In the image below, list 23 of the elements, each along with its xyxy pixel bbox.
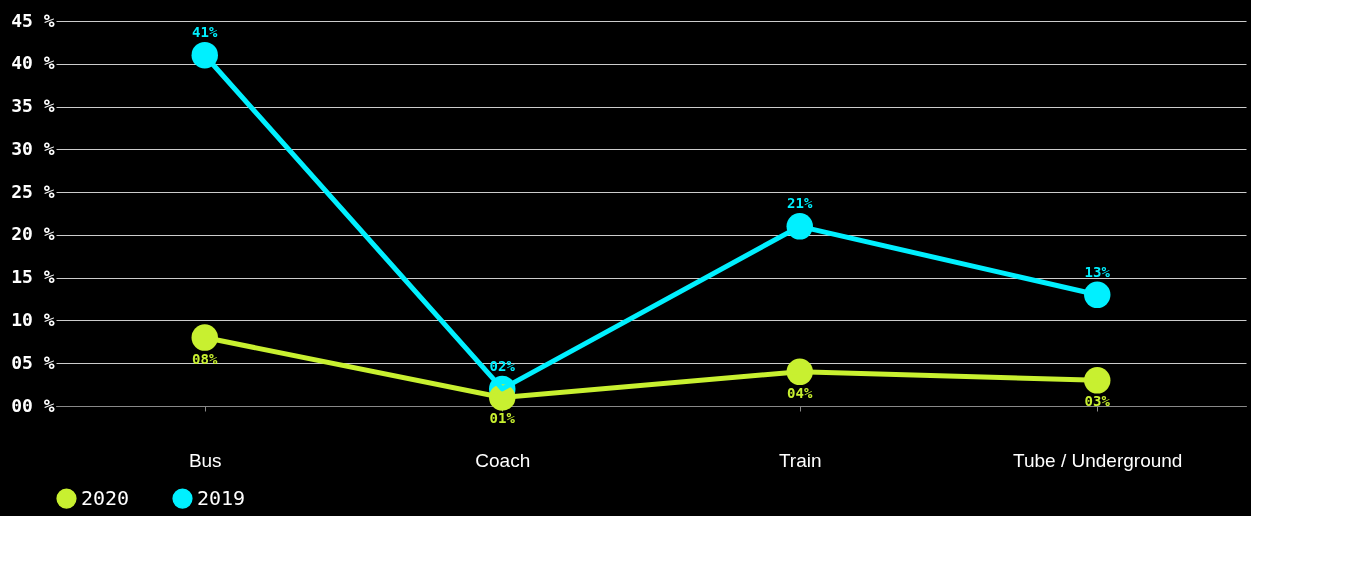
y-tick-label: 10 % [11,308,55,330]
x-tick-label: Tube / Underground [1013,449,1183,471]
data-label: 13% [1084,263,1111,280]
y-tick-label: 45 % [11,9,55,31]
x-tick-label: Train [778,449,822,471]
y-tick-label: 15 % [11,266,55,288]
data-label: 01% [489,410,516,427]
y-tick-label: 25 % [11,180,55,202]
legend-label: 2020 [81,485,130,510]
y-tick-label: 20 % [11,223,55,245]
data-label: 03% [1084,393,1111,410]
data-label: 21% [787,195,813,212]
legend-label: 2019 [197,485,246,510]
x-tick-label: Bus [188,449,222,471]
y-tick-label: 00 % [11,394,55,416]
data-label: 04% [787,384,813,401]
y-tick-label: 30 % [11,137,55,159]
y-tick-label: 40 % [11,52,55,74]
y-tick-label: 05 % [11,351,55,373]
y-tick-label: 35 % [11,95,55,117]
x-tick-label: Coach [475,449,531,471]
data-label: 41% [192,24,218,41]
data-label: 08% [192,350,218,367]
